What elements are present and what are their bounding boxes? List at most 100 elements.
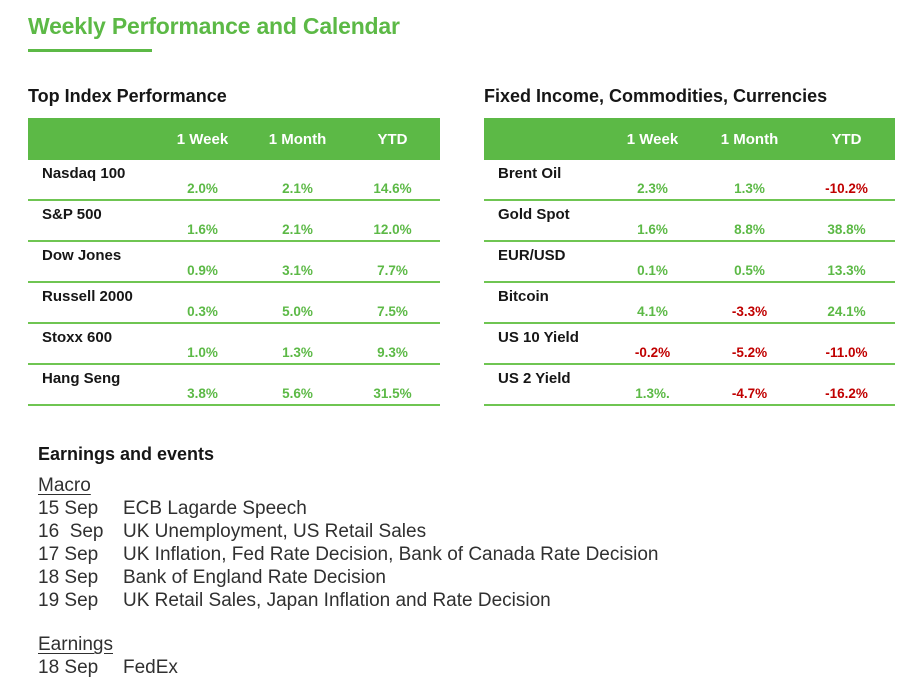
table-row: Nasdaq 100 2.0% 2.1% 14.6% [28,160,440,202]
table-row: Hang Seng 3.8% 5.6% 31.5% [28,365,440,407]
event-row: 19 Sep UK Retail Sales, Japan Inflation … [38,589,918,612]
row-name: Nasdaq 100 [42,165,126,183]
event-description: UK Unemployment, US Retail Sales [123,521,427,543]
event-description: FedEx [123,657,178,679]
index-table-title: Top Index Performance [28,86,227,107]
value-1-month: 5.0% [282,304,313,320]
row-name: US 10 Yield [498,329,579,347]
row-name: Hang Seng [42,370,121,388]
value-1-week: 1.6% [187,222,218,238]
event-row: 15 Sep ECB Lagarde Speech [38,497,918,520]
value-1-week: 2.3% [637,181,668,197]
macro-group-label: Macro [38,475,91,497]
index-table-header: 1 Week 1 Month YTD [28,118,440,161]
value-ytd: 13.3% [827,263,866,279]
event-description: ECB Lagarde Speech [123,498,307,520]
event-date: 17 Sep [38,544,99,566]
value-1-month: 1.3% [282,345,313,361]
table-row: Brent Oil 2.3% 1.3% -10.2% [484,160,895,202]
event-date: 18 Sep [38,567,99,589]
row-name: S&P 500 [42,206,102,224]
performance-tables: Top Index Performance 1 Week 1 Month YTD… [28,86,918,407]
event-date: 15 Sep [38,498,99,520]
ficc-table-header: 1 Week 1 Month YTD [484,118,895,161]
value-1-week: 2.0% [187,181,218,197]
value-1-month: -3.3% [731,304,768,320]
value-1-week: 0.9% [187,263,218,279]
table-row: US 10 Yield -0.2% -5.2% -11.0% [484,324,895,366]
value-1-week: 4.1% [637,304,668,320]
header-1-week: 1 Week [176,130,229,148]
value-ytd: 9.3% [377,345,408,361]
value-1-month: -4.7% [731,386,768,402]
value-1-week: 3.8% [187,386,218,402]
header-1-month: 1 Month [720,130,779,148]
value-ytd: 24.1% [827,304,866,320]
event-row: 17 Sep UK Inflation, Fed Rate Decision, … [38,543,918,566]
value-ytd: -11.0% [825,345,868,361]
row-name: Russell 2000 [42,288,133,306]
value-1-week: 1.3%. [635,386,670,402]
value-ytd: 38.8% [827,222,866,238]
header-1-week: 1 Week [626,130,679,148]
value-1-month: 2.1% [282,222,313,238]
event-date: 18 Sep [38,657,99,679]
header-ytd: YTD [831,130,862,148]
value-1-month: 5.6% [282,386,313,402]
header-1-month: 1 Month [268,130,327,148]
row-name: Brent Oil [498,165,562,183]
value-ytd: 12.0% [373,222,412,238]
event-row: 16 Sep UK Unemployment, US Retail Sales [38,520,918,543]
ficc-section: Fixed Income, Commodities, Currencies 1 … [484,86,895,407]
earnings-events-section: Earnings and events Macro 15 Sep ECB Lag… [38,444,918,679]
macro-group: Macro 15 Sep ECB Lagarde Speech 16 Sep U… [38,475,918,612]
row-name: Gold Spot [498,206,570,224]
event-row: 18 Sep Bank of England Rate Decision [38,566,918,589]
value-1-week: 0.1% [637,263,668,279]
value-ytd: 14.6% [373,181,412,197]
event-description: Bank of England Rate Decision [123,567,386,589]
earnings-group: Earnings 18 Sep FedEx [38,634,918,679]
row-name: EUR/USD [498,247,566,265]
value-ytd: 31.5% [373,386,412,402]
value-ytd: 7.5% [377,304,408,320]
event-date: 16 Sep [38,521,104,543]
event-date: 19 Sep [38,590,99,612]
event-row: 18 Sep FedEx [38,656,918,679]
value-ytd: -10.2% [825,181,868,197]
value-1-week: 1.6% [637,222,668,238]
value-1-month: -5.2% [731,345,768,361]
value-1-week: 1.0% [187,345,218,361]
value-1-month: 1.3% [734,181,765,197]
table-row: Bitcoin 4.1% -3.3% 24.1% [484,283,895,325]
table-row: EUR/USD 0.1% 0.5% 13.3% [484,242,895,284]
value-1-week: -0.2% [634,345,671,361]
table-row: Stoxx 600 1.0% 1.3% 9.3% [28,324,440,366]
row-name: Stoxx 600 [42,329,113,347]
table-row: Gold Spot 1.6% 8.8% 38.8% [484,201,895,243]
earnings-group-label: Earnings [38,634,113,656]
table-row: S&P 500 1.6% 2.1% 12.0% [28,201,440,243]
table-row: Russell 2000 0.3% 5.0% 7.5% [28,283,440,325]
ficc-table-body: Brent Oil 2.3% 1.3% -10.2% Gold Spot 1.6… [484,160,895,407]
value-ytd: 7.7% [377,263,408,279]
value-1-month: 8.8% [734,222,765,238]
row-name: US 2 Yield [498,370,571,388]
event-description: UK Inflation, Fed Rate Decision, Bank of… [123,544,659,566]
value-1-week: 0.3% [187,304,218,320]
header-ytd: YTD [377,130,408,148]
table-row: US 2 Yield 1.3%. -4.7% -16.2% [484,365,895,407]
earnings-events-title: Earnings and events [38,444,215,465]
event-description: UK Retail Sales, Japan Inflation and Rat… [123,590,551,612]
index-table-body: Nasdaq 100 2.0% 2.1% 14.6% S&P 500 1.6% … [28,160,440,407]
value-1-month: 3.1% [282,263,313,279]
title-underline [28,49,152,53]
row-name: Dow Jones [42,247,122,265]
value-1-month: 2.1% [282,181,313,197]
table-row: Dow Jones 0.9% 3.1% 7.7% [28,242,440,284]
row-name: Bitcoin [498,288,549,306]
ficc-table-title: Fixed Income, Commodities, Currencies [484,86,828,107]
index-performance-section: Top Index Performance 1 Week 1 Month YTD… [28,86,440,407]
value-ytd: -16.2% [825,386,868,402]
